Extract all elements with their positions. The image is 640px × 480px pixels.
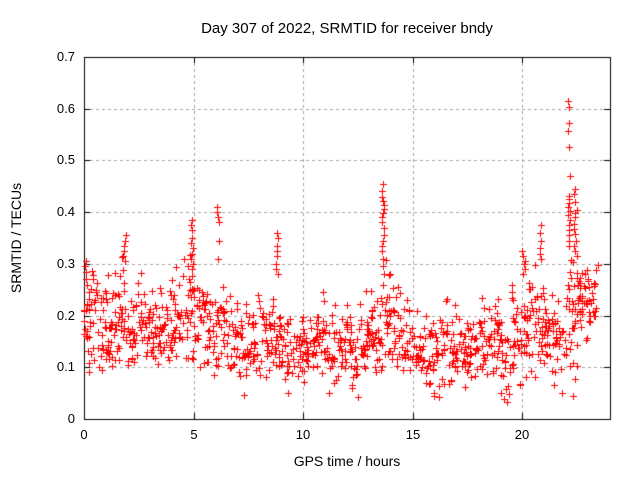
y-tick-label: 0.7	[56, 49, 75, 64]
y-tick-label: 0.1	[56, 359, 75, 374]
y-tick-label: 0	[67, 411, 75, 426]
y-tick-label: 0.2	[56, 308, 75, 323]
y-tick-label: 0.6	[56, 101, 75, 116]
x-tick-label: 0	[80, 427, 88, 442]
x-tick-label: 5	[190, 427, 198, 442]
y-axis-label: SRMTID / TECUs	[8, 182, 24, 294]
y-tick-label: 0.5	[56, 152, 75, 167]
y-tick-label: 0.3	[56, 256, 75, 271]
chart-title: Day 307 of 2022, SRMTID for receiver bnd…	[201, 20, 493, 37]
x-tick-label: 15	[405, 427, 421, 442]
x-tick-label: 20	[514, 427, 530, 442]
x-tick-label: 10	[295, 427, 311, 442]
x-axis-label: GPS time / hours	[293, 453, 401, 469]
y-tick-label: 0.4	[56, 204, 75, 219]
